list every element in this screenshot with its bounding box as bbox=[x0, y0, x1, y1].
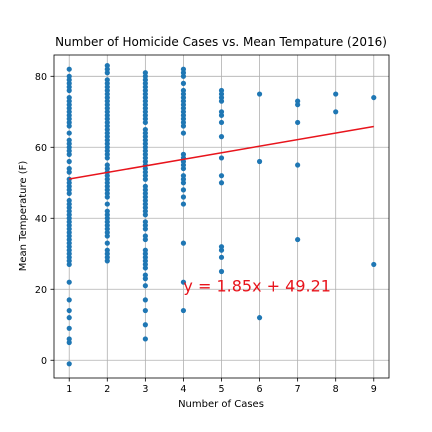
regression-line bbox=[69, 125, 374, 180]
scatter-points bbox=[66, 63, 377, 367]
scatter-point bbox=[66, 307, 72, 314]
scatter-point bbox=[180, 307, 187, 314]
scatter-point bbox=[218, 268, 225, 275]
scatter-point bbox=[256, 91, 263, 97]
scatter-point bbox=[180, 194, 187, 200]
scatter-point bbox=[218, 119, 225, 126]
scatter-point bbox=[104, 240, 110, 246]
x-tick-label: 7 bbox=[295, 384, 301, 395]
scatter-point bbox=[180, 173, 187, 179]
scatter-point bbox=[180, 279, 187, 285]
scatter-point bbox=[66, 130, 72, 136]
scatter-point bbox=[180, 187, 187, 193]
scatter-point bbox=[218, 134, 225, 140]
scatter-point bbox=[66, 336, 72, 342]
x-tick-label: 6 bbox=[257, 384, 263, 395]
scatter-point bbox=[142, 322, 148, 328]
scatter-point bbox=[66, 94, 72, 101]
x-tick-label: 4 bbox=[180, 384, 186, 395]
scatter-point bbox=[142, 297, 148, 303]
scatter-point bbox=[218, 87, 225, 94]
scatter-point bbox=[180, 151, 187, 157]
x-tick-label: 1 bbox=[66, 384, 72, 395]
scatter-point bbox=[66, 197, 72, 204]
scatter-point bbox=[142, 219, 148, 225]
scatter-point bbox=[142, 70, 148, 76]
scatter-point bbox=[180, 130, 187, 136]
scatter-point bbox=[218, 109, 225, 115]
x-axis-ticks: 1 2 3 4 5 6 7 8 9 bbox=[66, 378, 377, 395]
scatter-point bbox=[218, 254, 225, 260]
scatter-point bbox=[295, 119, 301, 126]
scatter-point bbox=[104, 208, 110, 214]
scatter-point bbox=[66, 165, 72, 172]
y-axis-label: Mean Temperature (F) bbox=[18, 161, 29, 272]
scatter-point bbox=[66, 279, 72, 285]
scatter-point bbox=[142, 272, 148, 278]
scatter-point bbox=[104, 201, 110, 207]
scatter-point bbox=[142, 233, 148, 239]
scatter-point bbox=[371, 94, 377, 101]
scatter-point bbox=[142, 283, 148, 289]
y-tick-label: 20 bbox=[35, 285, 47, 296]
x-tick-label: 9 bbox=[371, 384, 377, 395]
scatter-point bbox=[104, 63, 110, 69]
x-tick-label: 5 bbox=[218, 384, 224, 395]
y-tick-label: 40 bbox=[35, 214, 47, 225]
scatter-point bbox=[66, 137, 72, 143]
scatter-point bbox=[371, 261, 377, 268]
x-tick-label: 2 bbox=[104, 384, 110, 395]
x-tick-label: 8 bbox=[333, 384, 339, 395]
scatter-point bbox=[180, 201, 187, 207]
scatter-point bbox=[256, 315, 263, 321]
scatter-point bbox=[66, 73, 72, 79]
scatter-point bbox=[142, 336, 148, 342]
scatter-point bbox=[180, 66, 187, 72]
chart-title: Number of Homicide Cases vs. Mean Tempat… bbox=[55, 35, 387, 49]
scatter-point bbox=[104, 77, 110, 83]
scatter-point bbox=[180, 80, 187, 86]
scatter-point bbox=[66, 297, 72, 303]
y-tick-label: 80 bbox=[35, 72, 47, 83]
y-tick-label: 0 bbox=[41, 356, 47, 367]
scatter-point bbox=[295, 236, 301, 243]
scatter-point bbox=[66, 66, 72, 72]
scatter-point bbox=[218, 244, 225, 250]
scatter-point bbox=[66, 325, 72, 331]
regression-equation-annotation: y = 1.85x + 49.21 bbox=[183, 277, 331, 296]
scatter-point bbox=[142, 126, 148, 133]
scatter-point bbox=[104, 247, 110, 253]
scatter-point bbox=[180, 87, 187, 94]
scatter-point bbox=[142, 247, 148, 253]
scatter-point bbox=[142, 307, 148, 314]
scatter-point bbox=[256, 158, 263, 165]
y-axis-ticks: 0 20 40 60 80 bbox=[35, 72, 54, 367]
scatter-point bbox=[218, 180, 225, 186]
scatter-point bbox=[218, 173, 225, 179]
scatter-point bbox=[333, 91, 339, 97]
scatter-point bbox=[180, 240, 187, 246]
scatter-point bbox=[218, 155, 225, 161]
scatter-point bbox=[66, 158, 72, 165]
scatter-point bbox=[66, 361, 72, 367]
scatter-point bbox=[333, 109, 339, 115]
scatter-point bbox=[66, 315, 72, 321]
scatter-point bbox=[66, 176, 72, 182]
scatter-point bbox=[295, 98, 301, 104]
x-tick-label: 3 bbox=[142, 384, 148, 395]
scatter-point bbox=[104, 162, 110, 168]
x-axis-label: Number of Cases bbox=[178, 399, 264, 410]
y-tick-label: 60 bbox=[35, 143, 47, 154]
scatter-point bbox=[295, 162, 301, 168]
scatter-point bbox=[142, 183, 148, 189]
